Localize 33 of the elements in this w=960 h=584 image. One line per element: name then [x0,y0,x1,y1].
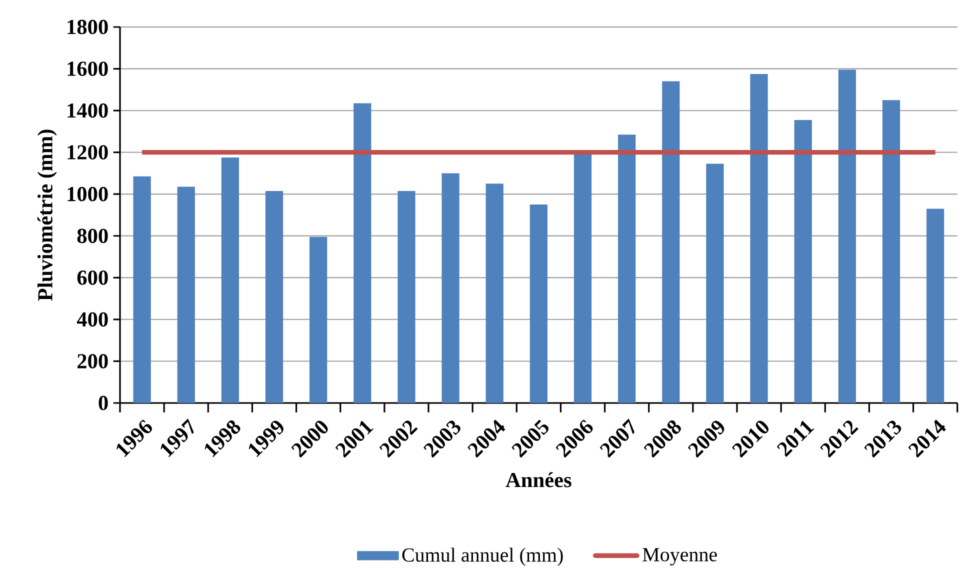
y-axis-title: Pluviométrie (mm) [37,130,57,301]
bar [530,204,548,403]
y-tick-label: 1600 [68,62,108,76]
bar [926,208,944,403]
y-tick-label: 800 [77,228,108,244]
bar [750,74,768,403]
bar [177,186,195,403]
bar [442,173,460,403]
bar [662,81,680,403]
y-tick-label: 1000 [68,186,108,202]
legend-label: Moyenne [642,548,717,566]
bar [838,70,856,403]
y-tick-label: 0 [98,396,108,410]
y-tick-label: 400 [76,312,108,327]
bar [354,103,372,403]
x-axis-title: Années [506,472,572,488]
y-tick-label: 1400 [68,103,108,118]
y-tick-label: 200 [78,354,108,368]
bar [794,120,812,403]
bar [618,134,636,403]
bar [221,158,239,403]
bar [310,236,328,403]
y-tick-label: 1200 [68,145,108,160]
y-tick-label: 1800 [68,20,108,34]
bar [133,176,151,403]
legend-label: Cumul annuel (mm) [402,548,563,566]
bar [265,190,284,403]
y-tick-label: 600 [77,270,108,285]
bar [882,100,900,403]
bar [574,154,592,403]
bar [398,190,416,403]
bar [706,164,724,403]
bar [486,184,504,403]
